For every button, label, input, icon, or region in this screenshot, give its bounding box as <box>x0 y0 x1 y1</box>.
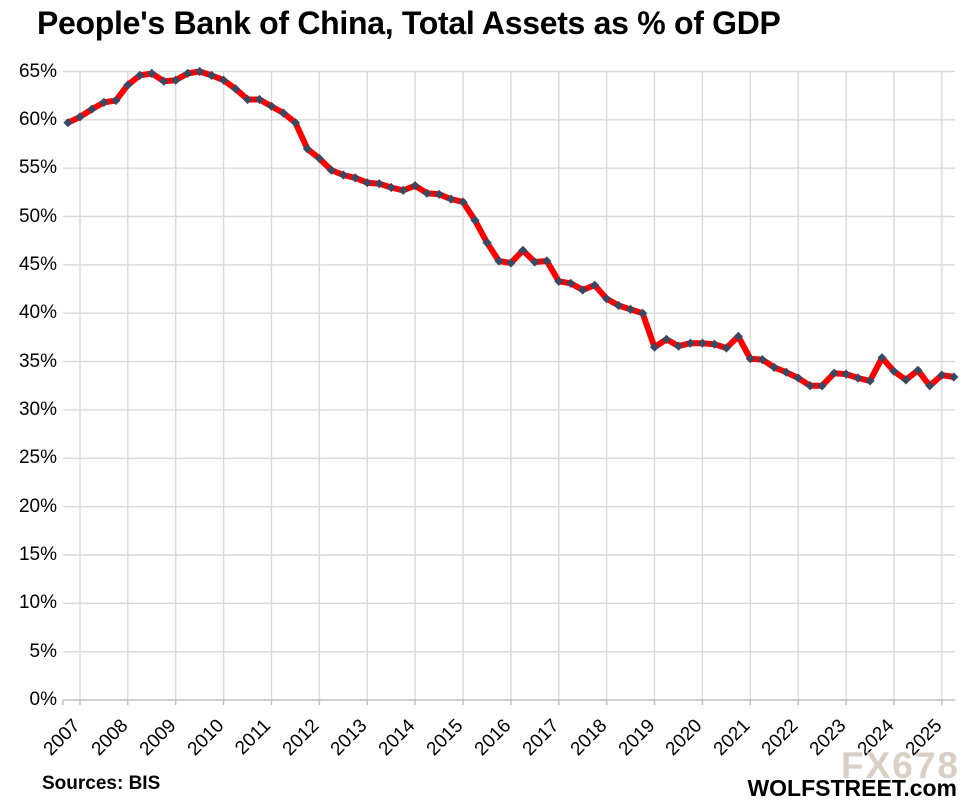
data-point-marker <box>566 278 576 288</box>
data-point-marker <box>398 185 408 195</box>
y-axis-tick-label: 55% <box>18 157 57 178</box>
data-point-marker <box>781 367 791 377</box>
data-point-marker <box>207 70 217 80</box>
data-point-marker <box>99 97 109 107</box>
data-point-marker <box>805 381 815 391</box>
data-point-marker <box>135 70 145 80</box>
data-point-marker <box>661 334 672 344</box>
data-point-marker <box>745 354 755 364</box>
data-point-marker <box>614 300 624 311</box>
data-point-marker <box>470 215 480 225</box>
y-axis-tick-label: 25% <box>18 447 57 468</box>
data-point-marker <box>518 245 528 255</box>
data-point-marker <box>243 94 253 105</box>
data-point-marker <box>63 118 73 128</box>
data-point-marker <box>434 189 444 199</box>
data-point-marker <box>697 338 707 348</box>
wolfstreet-brand: WOLFSTREET.com <box>747 775 957 801</box>
data-point-marker <box>494 256 504 266</box>
data-point-marker <box>769 362 779 372</box>
data-point-marker <box>530 257 540 267</box>
chart-title: People's Bank of China, Total Assets as … <box>37 5 781 41</box>
data-point-marker <box>949 372 959 382</box>
data-point-marker <box>147 68 157 78</box>
data-point-marker <box>901 375 911 385</box>
data-point-marker <box>314 153 324 164</box>
data-point-marker <box>865 376 875 386</box>
source-note: Sources: BIS <box>42 773 161 794</box>
data-point-marker <box>183 68 193 78</box>
data-point-marker <box>87 104 97 114</box>
data-point-marker <box>278 108 289 118</box>
data-point-marker <box>362 178 372 188</box>
data-point-marker <box>159 76 169 86</box>
data-point-marker <box>458 197 468 207</box>
data-point-marker <box>673 341 684 351</box>
data-point-marker <box>829 368 839 378</box>
data-point-marker <box>171 75 181 85</box>
y-axis-tick-label: 15% <box>18 544 57 565</box>
data-point-marker <box>925 381 935 391</box>
data-point-marker <box>817 381 827 391</box>
data-point-marker <box>326 165 336 175</box>
data-point-marker <box>757 355 767 365</box>
y-axis-tick-label: 0% <box>29 689 57 710</box>
data-point-marker <box>506 258 516 268</box>
data-point-marker <box>877 353 887 363</box>
data-point-marker <box>733 331 743 341</box>
data-point-marker <box>266 101 277 111</box>
y-axis-tick-label: 30% <box>18 399 57 420</box>
data-point-marker <box>219 75 229 85</box>
data-point-marker <box>542 256 552 266</box>
data-point-marker <box>350 173 360 183</box>
data-point-marker <box>626 304 636 314</box>
y-axis-tick-label: 45% <box>18 254 57 275</box>
data-point-marker <box>75 112 85 122</box>
data-point-marker <box>913 365 923 375</box>
data-point-marker <box>374 179 384 189</box>
data-point-marker <box>590 280 600 290</box>
data-point-marker <box>446 194 456 204</box>
data-point-marker <box>554 276 564 286</box>
data-point-marker <box>793 373 803 383</box>
data-point-marker <box>338 170 348 180</box>
data-point-marker <box>254 94 265 105</box>
y-axis-tick-label: 20% <box>18 496 57 517</box>
data-point-marker <box>410 181 420 191</box>
data-point-marker <box>578 285 588 295</box>
y-axis-tick-label: 60% <box>18 109 57 130</box>
y-axis-tick-label: 10% <box>18 592 57 613</box>
y-axis-tick-label: 40% <box>18 302 57 323</box>
data-point-marker <box>841 369 851 379</box>
y-axis-tick-label: 5% <box>29 641 57 662</box>
data-point-marker <box>422 188 432 198</box>
data-point-marker <box>482 238 492 248</box>
data-point-marker <box>602 294 612 304</box>
y-axis-tick-label: 65% <box>18 61 57 82</box>
data-point-marker <box>231 84 241 94</box>
data-point-marker <box>302 144 312 154</box>
fx678-watermark: FX678 <box>840 745 960 786</box>
data-point-marker <box>111 95 121 106</box>
y-axis-tick-label: 50% <box>18 206 57 227</box>
data-point-marker <box>195 66 205 77</box>
data-point-marker <box>386 182 396 193</box>
data-point-marker <box>638 308 648 318</box>
data-point-marker <box>649 342 660 352</box>
data-point-marker <box>889 366 899 376</box>
data-point-marker <box>853 373 863 383</box>
data-point-marker <box>123 80 133 90</box>
data-point-marker <box>685 338 695 348</box>
data-point-marker <box>290 118 300 128</box>
data-point-marker <box>709 339 719 349</box>
data-point-marker <box>937 370 947 380</box>
data-point-marker <box>721 343 731 353</box>
y-axis-tick-label: 35% <box>18 351 57 372</box>
